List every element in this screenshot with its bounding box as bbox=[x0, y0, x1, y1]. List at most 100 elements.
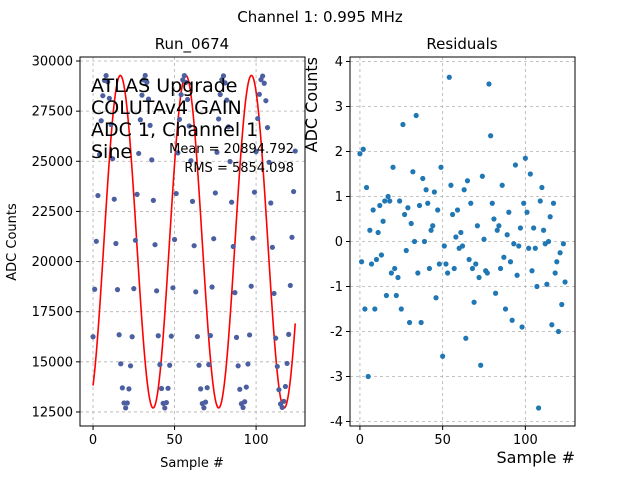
residual-point bbox=[521, 200, 527, 206]
y-tick-label: 17500 bbox=[32, 305, 73, 320]
x-tick-label: 0 bbox=[356, 433, 364, 448]
data-point bbox=[217, 91, 223, 98]
residual-point bbox=[428, 227, 434, 233]
data-point bbox=[189, 198, 196, 204]
residual-point bbox=[501, 254, 507, 260]
right-points bbox=[357, 74, 568, 411]
residual-point bbox=[357, 151, 363, 157]
data-point bbox=[100, 93, 106, 99]
residual-point bbox=[502, 306, 509, 312]
residual-point bbox=[531, 225, 537, 231]
residual-point bbox=[397, 198, 403, 204]
residual-point bbox=[507, 259, 514, 265]
data-point bbox=[268, 200, 274, 206]
data-point bbox=[269, 244, 275, 250]
data-point bbox=[111, 196, 117, 202]
data-point bbox=[214, 149, 220, 155]
data-point bbox=[240, 404, 246, 411]
data-point bbox=[256, 91, 262, 97]
right-xlabel: Sample # bbox=[497, 448, 575, 467]
fit-curve bbox=[92, 74, 297, 409]
data-point bbox=[193, 289, 199, 295]
x-tick-label: 50 bbox=[434, 433, 451, 448]
data-point bbox=[106, 95, 112, 101]
data-point bbox=[131, 286, 137, 292]
annotation-line-1: ATLAS Upgrade bbox=[91, 75, 237, 97]
data-point bbox=[158, 385, 165, 392]
residual-point bbox=[555, 328, 562, 335]
data-point bbox=[233, 334, 240, 340]
residual-point bbox=[446, 74, 452, 80]
residual-point bbox=[365, 373, 371, 380]
y-tick-label: 12500 bbox=[32, 405, 73, 420]
data-point bbox=[127, 363, 134, 369]
residual-point bbox=[400, 121, 406, 128]
residual-point bbox=[486, 81, 492, 87]
data-point bbox=[119, 385, 125, 391]
residual-point bbox=[430, 223, 436, 229]
residual-point bbox=[532, 245, 538, 251]
residual-point bbox=[499, 182, 505, 188]
residual-point bbox=[494, 227, 500, 233]
residual-point bbox=[448, 182, 454, 188]
residual-point bbox=[539, 184, 545, 191]
annotation-line-4: Sine bbox=[91, 141, 132, 163]
data-point bbox=[287, 282, 293, 289]
residual-point bbox=[492, 290, 499, 296]
residual-point bbox=[367, 227, 373, 233]
data-point bbox=[157, 362, 163, 368]
residual-point bbox=[491, 216, 497, 222]
residual-point bbox=[441, 243, 447, 249]
data-point bbox=[255, 115, 261, 122]
data-point bbox=[211, 236, 217, 242]
residual-point bbox=[373, 256, 380, 263]
data-point bbox=[235, 363, 241, 369]
residual-point bbox=[415, 270, 421, 276]
x-tick-label: 0 bbox=[89, 433, 97, 448]
data-point bbox=[118, 361, 124, 367]
data-point bbox=[188, 158, 194, 164]
residual-point bbox=[375, 229, 381, 236]
data-point bbox=[116, 332, 122, 338]
data-point bbox=[284, 360, 290, 367]
data-point bbox=[286, 331, 292, 337]
data-point bbox=[251, 189, 258, 195]
residual-point bbox=[474, 223, 480, 229]
right-ticks: 0 50 100 -4 -3 -2 -1 0 1 2 3 4 bbox=[330, 55, 538, 448]
residual-point bbox=[358, 259, 365, 265]
data-point bbox=[136, 150, 142, 157]
left-ylabel: ADC Counts bbox=[5, 203, 20, 281]
data-point bbox=[175, 150, 181, 156]
residual-point bbox=[557, 250, 563, 256]
residual-point bbox=[559, 301, 565, 308]
left-axes-frame bbox=[79, 56, 306, 427]
residual-point bbox=[377, 202, 383, 209]
data-point bbox=[191, 243, 197, 249]
data-point bbox=[145, 96, 152, 102]
residual-point bbox=[562, 279, 568, 285]
data-point bbox=[92, 286, 98, 292]
residual-point bbox=[416, 202, 423, 209]
y-tick-label: 3 bbox=[335, 100, 343, 115]
x-tick-label: 100 bbox=[513, 433, 538, 448]
data-point bbox=[201, 405, 207, 411]
data-point bbox=[289, 234, 295, 240]
residual-point bbox=[489, 200, 495, 206]
data-point bbox=[290, 188, 297, 195]
data-point bbox=[227, 158, 233, 165]
data-point bbox=[271, 290, 277, 297]
data-point bbox=[245, 361, 251, 367]
y-tick-label: -2 bbox=[330, 325, 343, 340]
residual-point bbox=[425, 200, 431, 206]
y-tick-label: 0 bbox=[335, 235, 343, 250]
residual-point bbox=[471, 299, 477, 305]
figure-suptitle: Channel 1: 0.995 MHz bbox=[237, 8, 403, 26]
data-point bbox=[220, 73, 227, 79]
data-point bbox=[194, 333, 200, 340]
data-point bbox=[253, 149, 259, 155]
y-tick-label: 22500 bbox=[32, 205, 73, 220]
residual-point bbox=[449, 211, 456, 218]
data-point bbox=[215, 116, 222, 122]
data-point bbox=[168, 333, 174, 339]
data-point bbox=[261, 80, 267, 86]
